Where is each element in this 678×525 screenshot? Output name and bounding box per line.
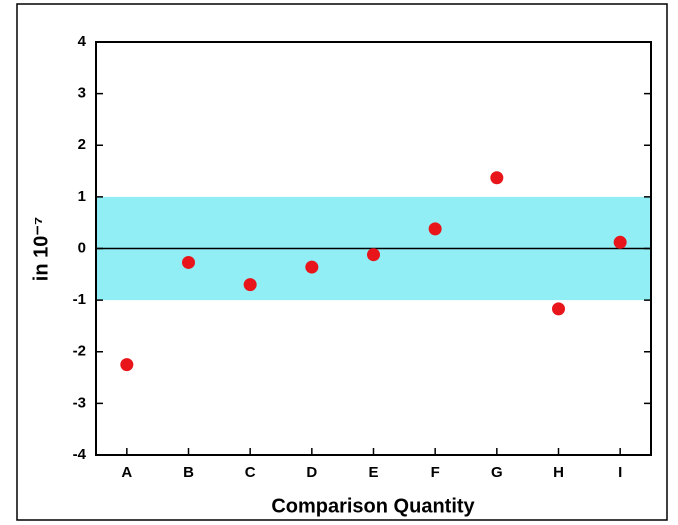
y-tick-label: -3	[73, 394, 86, 411]
point	[428, 222, 442, 236]
x-tick-label: G	[491, 464, 503, 481]
y-tick-label: -4	[73, 446, 87, 463]
y-tick-label: 4	[78, 33, 87, 50]
point	[120, 358, 134, 372]
x-tick-label: A	[121, 464, 132, 481]
y-tick-label: -2	[73, 343, 86, 360]
point	[182, 255, 195, 269]
y-tick-label: -1	[73, 291, 86, 308]
y-tick-label: 1	[78, 188, 86, 205]
x-tick-label: C	[245, 464, 256, 481]
point	[305, 260, 319, 274]
point	[243, 278, 257, 292]
point	[613, 235, 627, 249]
x-tick-label: D	[306, 464, 317, 481]
x-tick-label: H	[553, 464, 564, 481]
x-tick-label: F	[431, 464, 440, 481]
point	[490, 171, 504, 185]
point	[367, 248, 380, 262]
point	[552, 302, 565, 316]
y-tick-label: 3	[78, 85, 86, 102]
x-tick-label: E	[368, 464, 378, 481]
frame	[16, 3, 668, 521]
y-tick-label: 0	[78, 239, 86, 256]
x-axis-label: Comparison Quantity	[271, 495, 475, 517]
x-tick-label: B	[183, 464, 194, 481]
y-tick-label: 2	[78, 136, 86, 153]
x-tick-label: I	[618, 464, 622, 481]
y-axis-label: in 10⁻⁷	[30, 217, 52, 281]
